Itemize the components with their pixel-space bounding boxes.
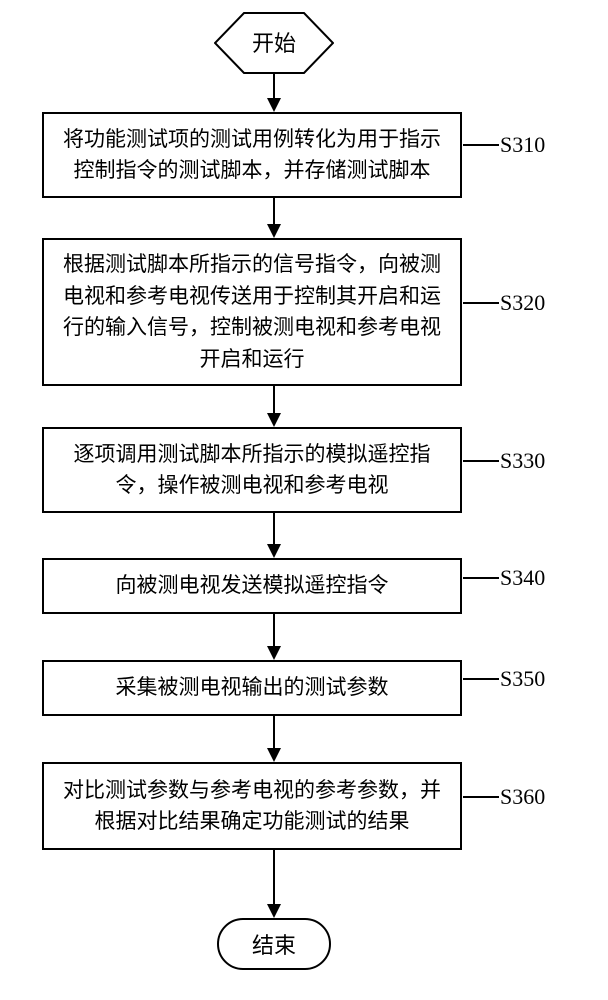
arrow-head [267,646,281,660]
label-connector [463,678,499,680]
arrow-head [267,904,281,918]
process-step-S310: 将功能测试项的测试用例转化为用于指示控制指令的测试脚本，并存储测试脚本 [42,112,462,198]
label-connector [463,302,499,304]
start-label: 开始 [252,31,296,56]
arrow-line [273,386,275,413]
step-label-S340: S340 [500,565,545,591]
process-step-text: 向被测电视发送模拟遥控指令 [116,570,389,602]
arrow-line [273,850,275,904]
step-label-S360: S360 [500,784,545,810]
arrow-head [267,98,281,112]
process-step-text: 对比测试参数与参考电视的参考参数，并根据对比结果确定功能测试的结果 [56,775,448,838]
process-step-S340: 向被测电视发送模拟遥控指令 [42,558,462,614]
label-connector [463,796,499,798]
process-step-text: 采集被测电视输出的测试参数 [116,672,389,704]
process-step-S350: 采集被测电视输出的测试参数 [42,660,462,716]
process-step-text: 逐项调用测试脚本所指示的模拟遥控指令，操作被测电视和参考电视 [56,439,448,502]
start-terminator: 开始 [214,12,334,74]
step-label-S350: S350 [500,666,545,692]
label-connector [463,577,499,579]
process-step-S320: 根据测试脚本所指示的信号指令，向被测电视和参考电视传送用于控制其开启和运行的输入… [42,238,462,386]
label-connector [463,144,499,146]
flowchart-container: 开始将功能测试项的测试用例转化为用于指示控制指令的测试脚本，并存储测试脚本 S31… [0,0,608,1000]
arrow-line [273,74,275,98]
arrow-head [267,544,281,558]
end-label: 结束 [252,928,296,960]
step-label-S310: S310 [500,132,545,158]
arrow-line [273,513,275,544]
step-label-S330: S330 [500,448,545,474]
arrow-head [267,224,281,238]
process-step-text: 根据测试脚本所指示的信号指令，向被测电视和参考电视传送用于控制其开启和运行的输入… [56,249,448,375]
arrow-line [273,614,275,646]
process-step-S330: 逐项调用测试脚本所指示的模拟遥控指令，操作被测电视和参考电视 [42,427,462,513]
arrow-line [273,198,275,224]
label-connector [463,460,499,462]
arrow-line [273,716,275,748]
step-label-S320: S320 [500,290,545,316]
end-terminator: 结束 [217,918,331,970]
arrow-head [267,413,281,427]
process-step-S360: 对比测试参数与参考电视的参考参数，并根据对比结果确定功能测试的结果 [42,762,462,850]
arrow-head [267,748,281,762]
process-step-text: 将功能测试项的测试用例转化为用于指示控制指令的测试脚本，并存储测试脚本 [56,124,448,187]
